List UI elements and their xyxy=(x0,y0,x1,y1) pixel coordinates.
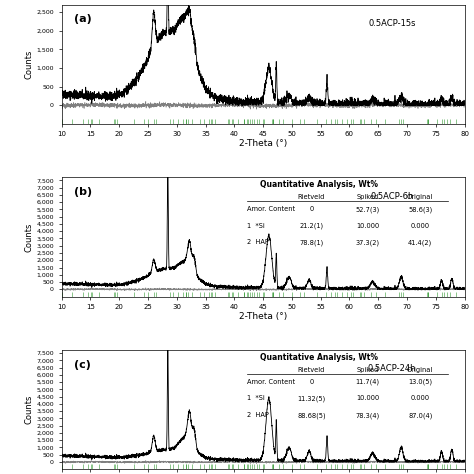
Text: 11.7(4): 11.7(4) xyxy=(356,379,380,385)
Text: 11.32(5): 11.32(5) xyxy=(297,395,326,402)
Text: Rietveld: Rietveld xyxy=(298,194,325,200)
Text: 0: 0 xyxy=(310,379,313,385)
Text: 0.000: 0.000 xyxy=(410,395,430,401)
Text: 0.000: 0.000 xyxy=(410,223,430,229)
Text: 87.0(4): 87.0(4) xyxy=(408,412,432,419)
Text: 41.4(2): 41.4(2) xyxy=(408,239,432,246)
Text: 88.68(5): 88.68(5) xyxy=(297,412,326,419)
X-axis label: 2-Theta (°): 2-Theta (°) xyxy=(239,139,287,148)
Text: 58.6(3): 58.6(3) xyxy=(408,206,432,212)
Text: 0.5ACP-6h: 0.5ACP-6h xyxy=(370,192,414,201)
Text: 1  *Si: 1 *Si xyxy=(247,223,264,229)
Text: Quantitative Analysis, Wt%: Quantitative Analysis, Wt% xyxy=(261,353,378,362)
X-axis label: 2-Theta (°): 2-Theta (°) xyxy=(239,311,287,320)
Text: Spiked: Spiked xyxy=(357,194,379,200)
Text: Amor. Content: Amor. Content xyxy=(247,206,295,212)
Text: 37.3(2): 37.3(2) xyxy=(356,239,380,246)
Text: 52.7(3): 52.7(3) xyxy=(356,206,380,212)
Y-axis label: Counts: Counts xyxy=(25,395,34,424)
Text: 0.5ACP-15s: 0.5ACP-15s xyxy=(368,19,416,28)
Text: 10.000: 10.000 xyxy=(356,395,380,401)
Text: Original: Original xyxy=(407,194,433,200)
Text: 78.3(4): 78.3(4) xyxy=(356,412,380,419)
Y-axis label: Counts: Counts xyxy=(25,50,34,79)
Text: Rietveld: Rietveld xyxy=(298,367,325,373)
Text: 2  HAP: 2 HAP xyxy=(247,412,269,418)
Text: 2  HAP: 2 HAP xyxy=(247,239,269,246)
Text: Amor. Content: Amor. Content xyxy=(247,379,295,385)
Text: (c): (c) xyxy=(74,360,91,370)
Text: 1  *Si: 1 *Si xyxy=(247,395,264,401)
Text: 0: 0 xyxy=(310,206,313,212)
Text: 78.8(1): 78.8(1) xyxy=(299,239,324,246)
Text: Spiked: Spiked xyxy=(357,367,379,373)
Text: 10.000: 10.000 xyxy=(356,223,380,229)
Text: (a): (a) xyxy=(74,14,91,24)
Text: 21.2(1): 21.2(1) xyxy=(300,223,323,229)
Text: Quantitative Analysis, Wt%: Quantitative Analysis, Wt% xyxy=(261,180,378,189)
Y-axis label: Counts: Counts xyxy=(25,222,34,252)
Text: Original: Original xyxy=(407,367,433,373)
Text: (b): (b) xyxy=(74,187,92,197)
Text: 13.0(5): 13.0(5) xyxy=(408,379,432,385)
Text: 0.5ACP-24h: 0.5ACP-24h xyxy=(368,365,416,374)
